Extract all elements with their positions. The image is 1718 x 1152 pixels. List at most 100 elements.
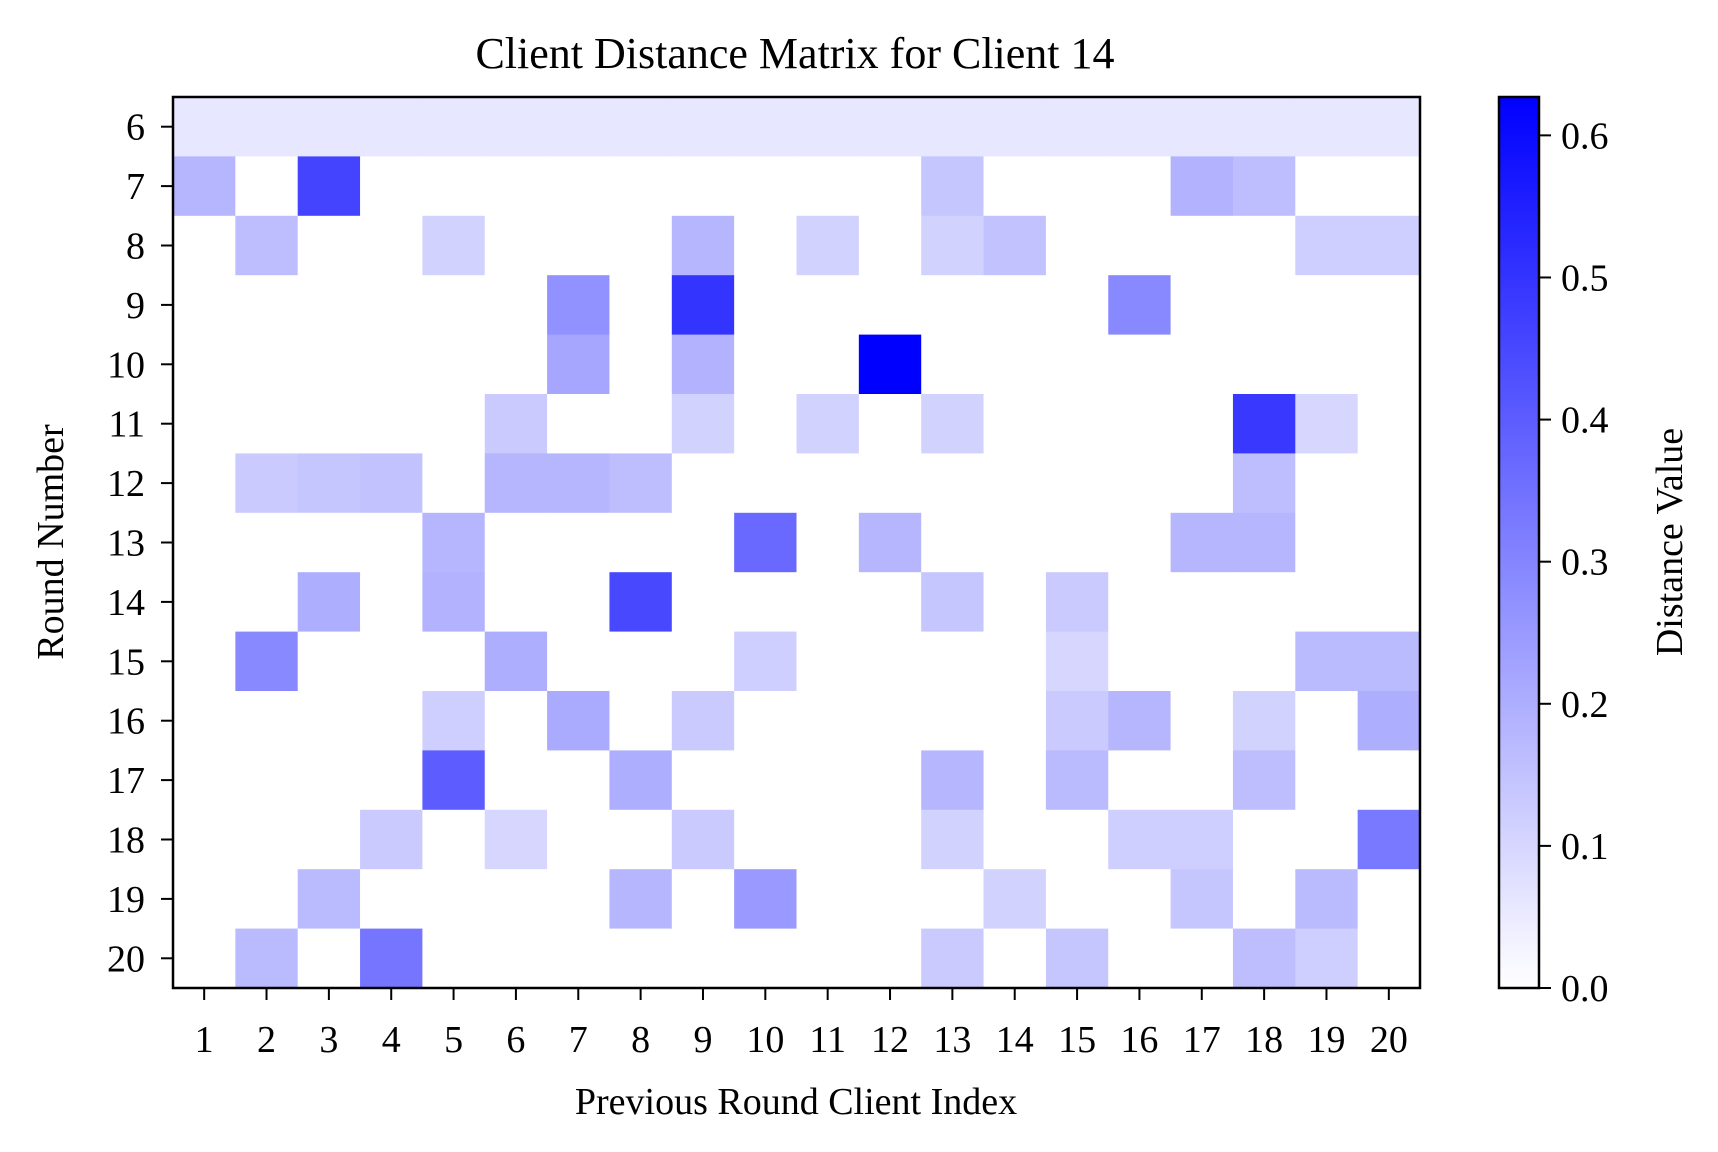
- heatmap-cell: [1108, 631, 1172, 692]
- x-tick-label: 2: [257, 1019, 276, 1061]
- x-tick-label: 14: [996, 1019, 1034, 1061]
- heatmap-cell: [983, 809, 1047, 870]
- heatmap-cell: [671, 394, 735, 454]
- heatmap-cell: [983, 572, 1047, 633]
- heatmap-cell: [1170, 275, 1234, 336]
- heatmap-cell: [671, 334, 735, 395]
- heatmap-cell: [1045, 215, 1109, 276]
- heatmap-cell: [1295, 334, 1359, 395]
- heatmap-cell: [983, 215, 1047, 276]
- heatmap-cell: [1295, 869, 1359, 930]
- heatmap-cell: [858, 809, 922, 870]
- heatmap-cell: [1232, 97, 1296, 157]
- heatmap-cell: [858, 572, 922, 633]
- heatmap-cell: [671, 928, 735, 989]
- heatmap-cell: [1357, 631, 1421, 692]
- x-tick-label: 4: [382, 1019, 401, 1061]
- heatmap-cell: [297, 275, 361, 336]
- heatmap-cell: [360, 928, 423, 989]
- heatmap-cell: [1357, 928, 1421, 989]
- heatmap-cell: [609, 750, 673, 811]
- heatmap-cell: [671, 156, 735, 217]
- heatmap-cell: [921, 156, 985, 217]
- heatmap-cell: [796, 512, 860, 573]
- heatmap-cell: [1357, 453, 1421, 514]
- heatmap-cell: [609, 631, 673, 692]
- heatmap-cell: [360, 869, 423, 930]
- heatmap-cell: [484, 691, 548, 751]
- heatmap-cell: [422, 928, 486, 989]
- heatmap-cell: [671, 215, 735, 276]
- chart-title: Client Distance Matrix for Client 14: [475, 29, 1114, 78]
- heatmap-cell: [484, 156, 548, 217]
- heatmap-cell: [1170, 512, 1234, 573]
- colorbar-tick-label: 0.3: [1561, 542, 1609, 584]
- heatmap-cell: [547, 394, 611, 454]
- heatmap-cell: [547, 156, 611, 217]
- heatmap-cell: [360, 97, 423, 157]
- heatmap-cell: [235, 631, 299, 692]
- heatmap-cell: [1108, 275, 1172, 336]
- x-tick-label: 16: [1120, 1019, 1158, 1061]
- heatmap-cell: [1045, 512, 1109, 573]
- heatmap-cell: [173, 275, 236, 336]
- heatmap-cell: [1045, 869, 1109, 930]
- heatmap-cell: [1232, 928, 1296, 989]
- heatmap-cell: [858, 334, 922, 395]
- heatmap-cell: [858, 275, 922, 336]
- heatmap-cell: [609, 97, 673, 157]
- heatmap-cell: [796, 572, 860, 633]
- heatmap-cell: [484, 453, 548, 514]
- heatmap-cell: [1108, 572, 1172, 633]
- heatmap-cell: [609, 394, 673, 454]
- heatmap-cell: [484, 215, 548, 276]
- heatmap-cell: [671, 572, 735, 633]
- colorbar-tick-label: 0.0: [1561, 968, 1609, 1010]
- heatmap-cell: [235, 275, 299, 336]
- heatmap-cells: [173, 97, 1421, 989]
- heatmap-cell: [173, 750, 236, 811]
- heatmap-cell: [1045, 334, 1109, 395]
- heatmap-cell: [1295, 750, 1359, 811]
- heatmap-cell: [422, 275, 486, 336]
- heatmap-cell: [173, 691, 236, 751]
- heatmap-cell: [1108, 156, 1172, 217]
- heatmap-cell: [734, 97, 798, 157]
- heatmap-cell: [1170, 869, 1234, 930]
- heatmap-cell: [422, 97, 486, 157]
- heatmap-cell: [235, 334, 299, 395]
- heatmap-cell: [297, 572, 361, 633]
- heatmap-cell: [1232, 572, 1296, 633]
- heatmap-cell: [1232, 809, 1296, 870]
- heatmap-cell: [1295, 97, 1359, 157]
- heatmap-cell: [1357, 809, 1421, 870]
- heatmap-cell: [360, 750, 423, 811]
- x-tick-label: 5: [444, 1019, 463, 1061]
- heatmap-cell: [484, 631, 548, 692]
- heatmap-cell: [858, 215, 922, 276]
- heatmap-cell: [1045, 275, 1109, 336]
- heatmap-cell: [609, 275, 673, 336]
- heatmap-cell: [609, 334, 673, 395]
- colorbar-ticks: 0.0 0.1 0.2 0.3 0.4 0.5 0.6: [1539, 115, 1609, 1010]
- heatmap-cell: [422, 394, 486, 454]
- colorbar-tick-label: 0.4: [1561, 400, 1609, 442]
- heatmap-cell: [422, 631, 486, 692]
- heatmap-cell: [921, 572, 985, 633]
- heatmap-cell: [173, 809, 236, 870]
- heatmap-cell: [1357, 750, 1421, 811]
- heatmap-cell: [1357, 334, 1421, 395]
- heatmap-cell: [609, 928, 673, 989]
- heatmap-cell: [1170, 453, 1234, 514]
- heatmap-cell: [1295, 394, 1359, 454]
- heatmap-cell: [858, 691, 922, 751]
- heatmap-cell: [921, 512, 985, 573]
- y-tick-label: 12: [107, 463, 145, 505]
- heatmap-cell: [235, 453, 299, 514]
- heatmap-cell: [297, 97, 361, 157]
- x-tick-label: 8: [631, 1019, 650, 1061]
- heatmap-cell: [1357, 394, 1421, 454]
- heatmap-cell: [734, 215, 798, 276]
- heatmap-cell: [1295, 691, 1359, 751]
